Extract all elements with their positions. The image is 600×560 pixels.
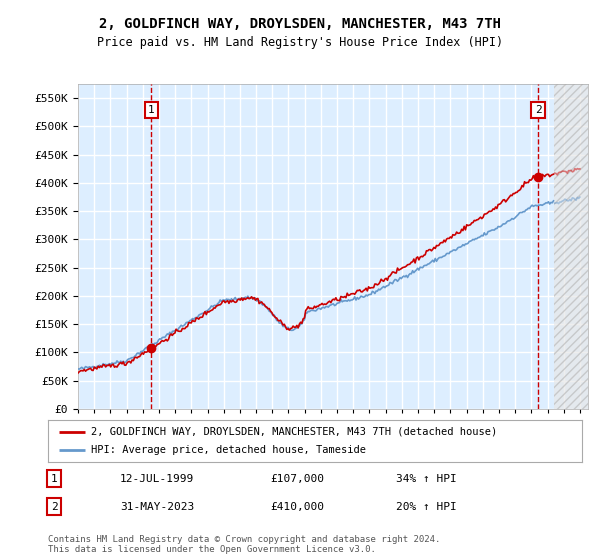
Text: Price paid vs. HM Land Registry's House Price Index (HPI): Price paid vs. HM Land Registry's House … <box>97 36 503 49</box>
Text: £107,000: £107,000 <box>270 474 324 484</box>
Text: 2: 2 <box>50 502 58 512</box>
Bar <box>554 84 588 409</box>
Text: 1: 1 <box>50 474 58 484</box>
Text: 2, GOLDFINCH WAY, DROYLSDEN, MANCHESTER, M43 7TH (detached house): 2, GOLDFINCH WAY, DROYLSDEN, MANCHESTER,… <box>91 427 497 437</box>
Text: 12-JUL-1999: 12-JUL-1999 <box>120 474 194 484</box>
Text: 31-MAY-2023: 31-MAY-2023 <box>120 502 194 512</box>
Text: 1: 1 <box>148 105 155 115</box>
Text: 20% ↑ HPI: 20% ↑ HPI <box>396 502 457 512</box>
Text: Contains HM Land Registry data © Crown copyright and database right 2024.
This d: Contains HM Land Registry data © Crown c… <box>48 535 440 554</box>
Text: 2: 2 <box>535 105 541 115</box>
Text: 2, GOLDFINCH WAY, DROYLSDEN, MANCHESTER, M43 7TH: 2, GOLDFINCH WAY, DROYLSDEN, MANCHESTER,… <box>99 17 501 31</box>
Text: 34% ↑ HPI: 34% ↑ HPI <box>396 474 457 484</box>
Text: £410,000: £410,000 <box>270 502 324 512</box>
Text: HPI: Average price, detached house, Tameside: HPI: Average price, detached house, Tame… <box>91 445 366 455</box>
